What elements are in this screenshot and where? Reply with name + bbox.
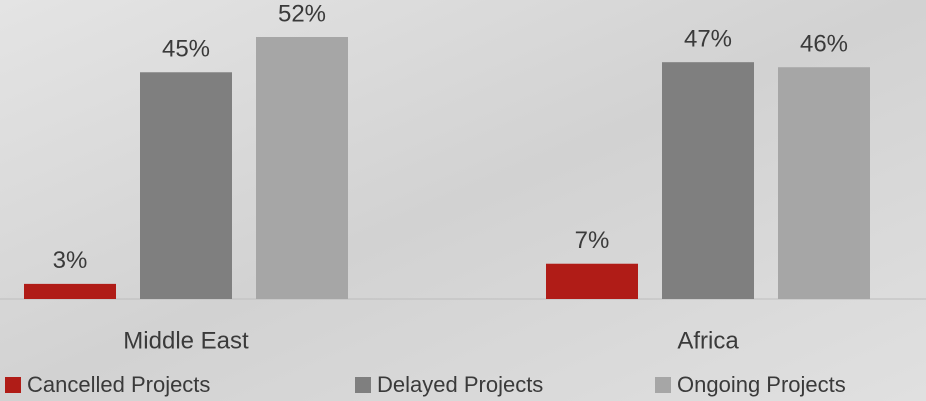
legend-label: Cancelled Projects xyxy=(27,372,210,397)
legend-swatch xyxy=(5,377,21,393)
value-label: 7% xyxy=(575,227,610,254)
bar xyxy=(778,67,870,299)
value-label: 45% xyxy=(162,36,210,63)
legend-swatch xyxy=(655,377,671,393)
bar xyxy=(546,264,638,299)
legend-label: Ongoing Projects xyxy=(677,372,846,397)
value-label: 47% xyxy=(684,26,732,53)
bar xyxy=(24,284,116,299)
bar xyxy=(256,37,348,299)
page: {"chart_data": {"type": "bar", "categori… xyxy=(0,0,926,401)
value-label: 46% xyxy=(800,31,848,58)
value-label: 3% xyxy=(53,247,88,274)
bar xyxy=(662,62,754,299)
category-label: Middle East xyxy=(123,327,249,354)
legend-label: Delayed Projects xyxy=(377,372,543,397)
value-label: 52% xyxy=(278,0,326,27)
category-label: Africa xyxy=(677,327,739,354)
legend-swatch xyxy=(355,377,371,393)
chart: 3% 45% 52% Middle East 7% 47% 46% Africa Cancell… xyxy=(0,0,926,401)
bar xyxy=(140,72,232,299)
